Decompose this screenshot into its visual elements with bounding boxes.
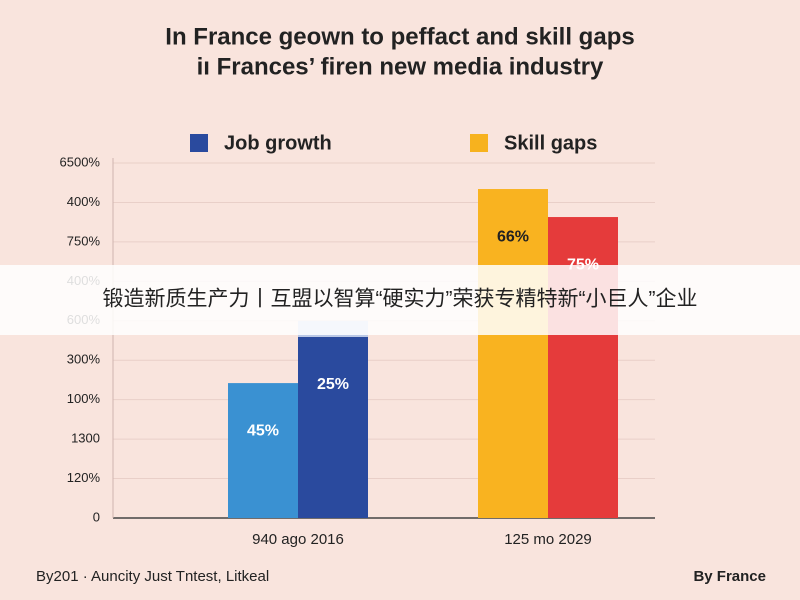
- y-tick-label: 6500%: [60, 154, 101, 169]
- bar: [478, 189, 548, 519]
- chart-title: iı Frances’ firen new media industry: [197, 53, 604, 80]
- legend-label: Skill gaps: [504, 132, 597, 154]
- legend-label: Job growth: [224, 132, 332, 154]
- chart-title: In France geown to peffact and skill gap…: [165, 23, 634, 50]
- bar: [228, 383, 298, 518]
- legend-swatch: [470, 134, 488, 152]
- value-label: 25%: [317, 376, 349, 393]
- y-tick-label: 300%: [67, 352, 101, 367]
- banner-text: 锻造新质生产力丨互盟以智算“硬实力”荣获专精特新“小巨人”企业: [103, 288, 698, 311]
- y-tick-label: 1300: [71, 431, 100, 446]
- x-tick-label: 125 mo 2029: [504, 531, 592, 548]
- y-tick-label: 0: [93, 509, 100, 524]
- bar: [298, 336, 368, 518]
- footer-left: By201 · Auncity Just Tntest, Litkeal: [36, 568, 269, 585]
- value-label: 66%: [497, 228, 529, 245]
- y-tick-label: 400%: [67, 194, 101, 209]
- footer-right: By France: [693, 568, 766, 585]
- banner-band: [0, 265, 800, 335]
- y-tick-label: 750%: [67, 233, 101, 248]
- x-tick-label: 940 ago 2016: [252, 531, 344, 548]
- legend-swatch: [190, 134, 208, 152]
- value-label: 45%: [247, 422, 279, 439]
- y-tick-label: 100%: [67, 391, 101, 406]
- y-tick-label: 120%: [67, 470, 101, 485]
